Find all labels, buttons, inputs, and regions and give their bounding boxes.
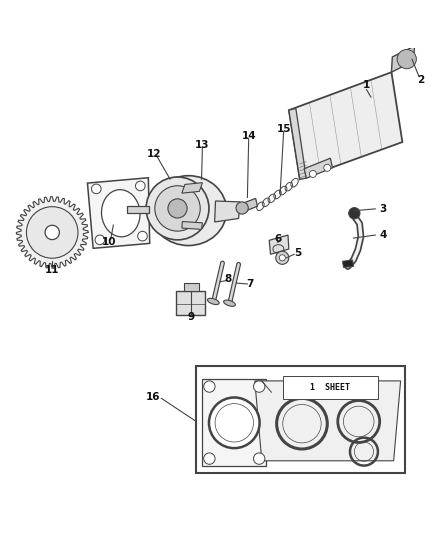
Circle shape <box>92 184 101 193</box>
Circle shape <box>276 251 289 264</box>
Circle shape <box>349 207 360 219</box>
Polygon shape <box>176 290 205 314</box>
Ellipse shape <box>102 190 140 237</box>
Circle shape <box>254 381 265 392</box>
Text: 16: 16 <box>145 392 160 402</box>
Circle shape <box>26 207 78 258</box>
Polygon shape <box>304 158 332 179</box>
Circle shape <box>397 50 417 69</box>
Text: 12: 12 <box>147 149 162 159</box>
Circle shape <box>155 185 200 231</box>
Ellipse shape <box>208 298 219 304</box>
Polygon shape <box>182 183 202 193</box>
Text: 15: 15 <box>276 124 291 134</box>
Text: 10: 10 <box>102 238 116 247</box>
Polygon shape <box>88 178 150 248</box>
Polygon shape <box>289 108 306 179</box>
Text: 9: 9 <box>187 312 194 322</box>
Text: 14: 14 <box>241 131 256 141</box>
Polygon shape <box>392 46 415 72</box>
Text: 3: 3 <box>379 204 386 214</box>
Circle shape <box>135 181 145 191</box>
Circle shape <box>309 171 316 177</box>
Circle shape <box>324 164 331 171</box>
Polygon shape <box>343 260 353 268</box>
Bar <box>196 366 405 473</box>
Text: 11: 11 <box>45 265 60 275</box>
Polygon shape <box>255 381 401 461</box>
Circle shape <box>146 177 209 240</box>
Circle shape <box>279 255 286 261</box>
Ellipse shape <box>224 300 235 306</box>
Text: 8: 8 <box>224 274 231 284</box>
Circle shape <box>236 202 248 214</box>
Circle shape <box>254 453 265 464</box>
Text: 7: 7 <box>247 279 254 289</box>
Text: 13: 13 <box>195 140 210 150</box>
Polygon shape <box>289 72 403 179</box>
Text: 1  SHEET: 1 SHEET <box>311 383 350 392</box>
Text: 6: 6 <box>274 235 282 245</box>
Circle shape <box>209 398 260 448</box>
Circle shape <box>204 453 215 464</box>
Circle shape <box>95 235 105 245</box>
Polygon shape <box>202 379 266 466</box>
Text: 2: 2 <box>417 75 424 85</box>
Circle shape <box>45 225 60 240</box>
Polygon shape <box>215 201 240 222</box>
Polygon shape <box>184 283 199 290</box>
Polygon shape <box>182 222 202 229</box>
Circle shape <box>138 231 147 241</box>
Text: 1: 1 <box>363 80 370 90</box>
FancyBboxPatch shape <box>283 376 378 399</box>
Polygon shape <box>16 197 88 268</box>
Polygon shape <box>127 206 149 213</box>
Polygon shape <box>269 235 289 254</box>
Text: 4: 4 <box>379 230 386 240</box>
Circle shape <box>168 199 187 218</box>
Ellipse shape <box>150 176 226 246</box>
Text: 5: 5 <box>294 248 301 259</box>
Polygon shape <box>242 198 258 212</box>
Circle shape <box>204 381 215 392</box>
